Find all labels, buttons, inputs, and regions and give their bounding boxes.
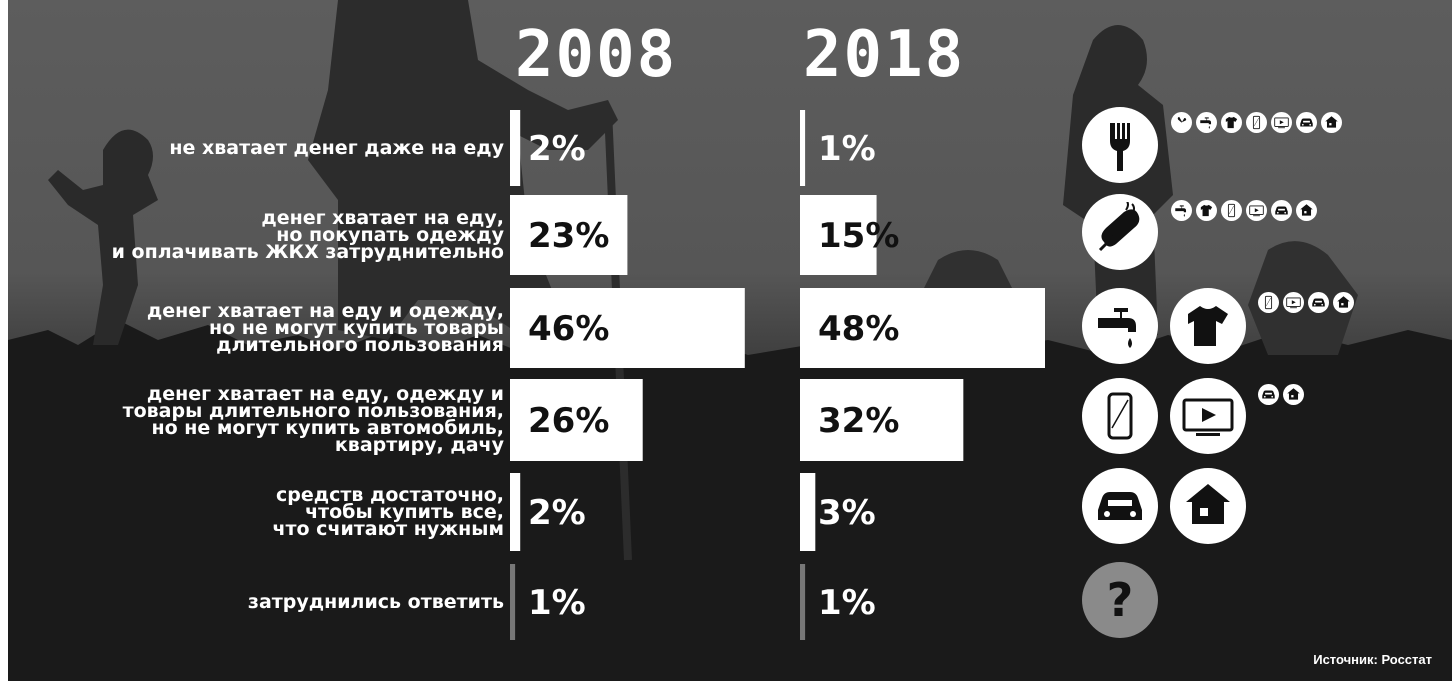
car-icon — [1258, 384, 1279, 405]
phone-icon — [1221, 200, 1242, 221]
faucet-icon — [1171, 200, 1192, 221]
car-icon — [1308, 292, 1329, 313]
bar-2008-row-5 — [510, 473, 521, 551]
category-label-row-5: средств достаточно, чтобы купить все, чт… — [272, 483, 504, 540]
svg-text:?: ? — [1107, 573, 1134, 627]
bar-2018-row-6 — [800, 564, 806, 640]
infographic: 2008 2018 не хватает денег даже на еду де… — [8, 0, 1452, 681]
bar-2018-row-5 — [800, 473, 816, 551]
tv-icon — [1246, 200, 1267, 221]
fork-icon — [1082, 107, 1158, 183]
bar-2008-row-1 — [510, 110, 521, 186]
value-label-2008-row-4: 26% — [528, 401, 609, 441]
house-icon — [1170, 468, 1246, 544]
mini-icons-row-4 — [1258, 384, 1304, 405]
value-label-2018-row-2: 15% — [818, 216, 899, 256]
house-icon — [1283, 384, 1304, 405]
category-label-row-1: не хватает денег даже на еду — [169, 136, 504, 159]
phone-icon — [1246, 112, 1267, 133]
category-label-row-6: затруднились ответить — [247, 590, 504, 613]
bar-2018-row-1 — [800, 110, 806, 186]
value-label-2008-row-1: 2% — [528, 129, 586, 169]
bar-2018-row-4 — [800, 379, 964, 461]
value-label-2018-row-3: 48% — [818, 309, 899, 349]
question-icon: ? — [1082, 562, 1158, 638]
faucet-icon — [1196, 112, 1217, 133]
bar-2008-row-2 — [510, 195, 628, 275]
category-label-row-4: денег хватает на еду, одежду и товары дл… — [122, 383, 504, 456]
bar-2008-row-3 — [510, 288, 745, 368]
tv-icon — [1271, 112, 1292, 133]
shirt-icon — [1196, 200, 1217, 221]
value-label-2018-row-1: 1% — [818, 129, 876, 169]
sausage-fork-icon — [1082, 194, 1158, 270]
source-note: Источник: Росстат — [1313, 652, 1432, 667]
house-icon — [1321, 112, 1342, 133]
category-labels: не хватает денег даже на еду денег хватае… — [48, 0, 504, 681]
fan-icon — [1171, 112, 1192, 133]
category-label-row-2: денег хватает на еду, но покупать одежду… — [111, 206, 504, 263]
year-2008-heading: 2008 — [515, 18, 678, 92]
phone-icon — [1082, 378, 1158, 454]
mini-icons-row-2 — [1171, 200, 1317, 221]
shirt-icon — [1170, 288, 1246, 364]
value-label-2018-row-4: 32% — [818, 401, 899, 441]
house-icon — [1333, 292, 1354, 313]
mini-icons-row-1 — [1171, 112, 1342, 133]
value-label-2018-row-5: 3% — [818, 493, 876, 533]
tv-icon — [1170, 378, 1246, 454]
car-icon — [1082, 468, 1158, 544]
faucet-icon — [1082, 288, 1158, 364]
shirt-icon — [1221, 112, 1242, 133]
bar-chart: 2% 23% 46% 26% 2% 1% 1% 15% 48% 32% 3% 1% — [510, 110, 1045, 640]
value-label-2008-row-2: 23% — [528, 216, 609, 256]
car-icon — [1271, 200, 1292, 221]
tv-icon — [1283, 292, 1304, 313]
year-2018-heading: 2018 — [803, 18, 966, 92]
mini-icons-row-3 — [1258, 292, 1354, 313]
phone-icon — [1258, 292, 1279, 313]
bar-2018-row-2 — [800, 195, 877, 275]
value-label-2008-row-5: 2% — [528, 493, 586, 533]
category-label-row-3: денег хватает на еду и одежду, но не мог… — [146, 299, 504, 356]
value-label-2008-row-3: 46% — [528, 309, 609, 349]
value-label-2008-row-6: 1% — [528, 583, 586, 623]
bar-2018-row-3 — [800, 288, 1045, 368]
value-label-2018-row-6: 1% — [818, 583, 876, 623]
bar-2008-row-6 — [510, 564, 516, 640]
car-icon — [1296, 112, 1317, 133]
bar-2008-row-4 — [510, 379, 643, 461]
house-icon — [1296, 200, 1317, 221]
